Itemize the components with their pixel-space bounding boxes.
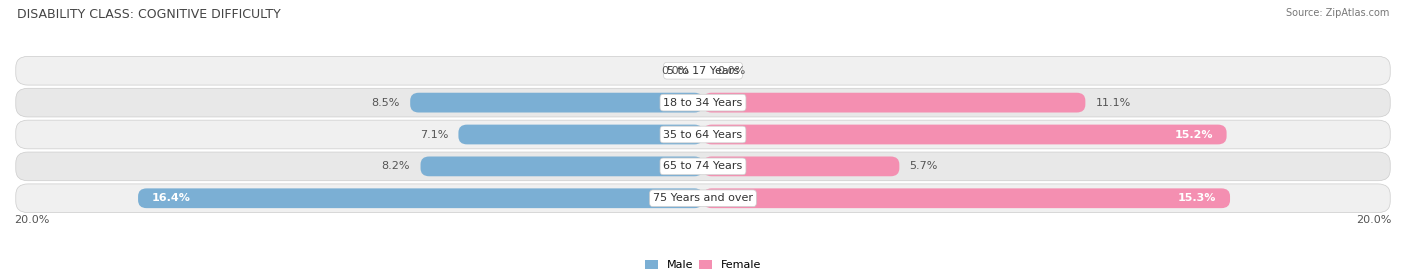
- Text: 0.0%: 0.0%: [661, 66, 689, 76]
- FancyBboxPatch shape: [458, 125, 703, 144]
- Text: 35 to 64 Years: 35 to 64 Years: [664, 129, 742, 140]
- Text: 5 to 17 Years: 5 to 17 Years: [666, 66, 740, 76]
- FancyBboxPatch shape: [15, 88, 1391, 117]
- FancyBboxPatch shape: [703, 188, 1230, 208]
- FancyBboxPatch shape: [703, 93, 1085, 112]
- FancyBboxPatch shape: [15, 184, 1391, 213]
- Legend: Male, Female: Male, Female: [644, 260, 762, 269]
- Text: 15.2%: 15.2%: [1174, 129, 1213, 140]
- FancyBboxPatch shape: [15, 120, 1391, 149]
- Text: 20.0%: 20.0%: [14, 215, 49, 225]
- Text: 65 to 74 Years: 65 to 74 Years: [664, 161, 742, 171]
- Text: 5.7%: 5.7%: [910, 161, 938, 171]
- Text: 15.3%: 15.3%: [1178, 193, 1216, 203]
- Text: Source: ZipAtlas.com: Source: ZipAtlas.com: [1285, 8, 1389, 18]
- Text: 7.1%: 7.1%: [420, 129, 449, 140]
- Text: DISABILITY CLASS: COGNITIVE DIFFICULTY: DISABILITY CLASS: COGNITIVE DIFFICULTY: [17, 8, 281, 21]
- Text: 18 to 34 Years: 18 to 34 Years: [664, 98, 742, 108]
- Text: 11.1%: 11.1%: [1095, 98, 1130, 108]
- Text: 16.4%: 16.4%: [152, 193, 191, 203]
- Text: 8.5%: 8.5%: [371, 98, 399, 108]
- FancyBboxPatch shape: [15, 56, 1391, 85]
- Text: 8.2%: 8.2%: [381, 161, 411, 171]
- FancyBboxPatch shape: [703, 157, 900, 176]
- Text: 20.0%: 20.0%: [1357, 215, 1392, 225]
- FancyBboxPatch shape: [420, 157, 703, 176]
- FancyBboxPatch shape: [411, 93, 703, 112]
- FancyBboxPatch shape: [138, 188, 703, 208]
- Text: 75 Years and over: 75 Years and over: [652, 193, 754, 203]
- Text: 0.0%: 0.0%: [717, 66, 745, 76]
- FancyBboxPatch shape: [15, 152, 1391, 181]
- FancyBboxPatch shape: [703, 125, 1226, 144]
